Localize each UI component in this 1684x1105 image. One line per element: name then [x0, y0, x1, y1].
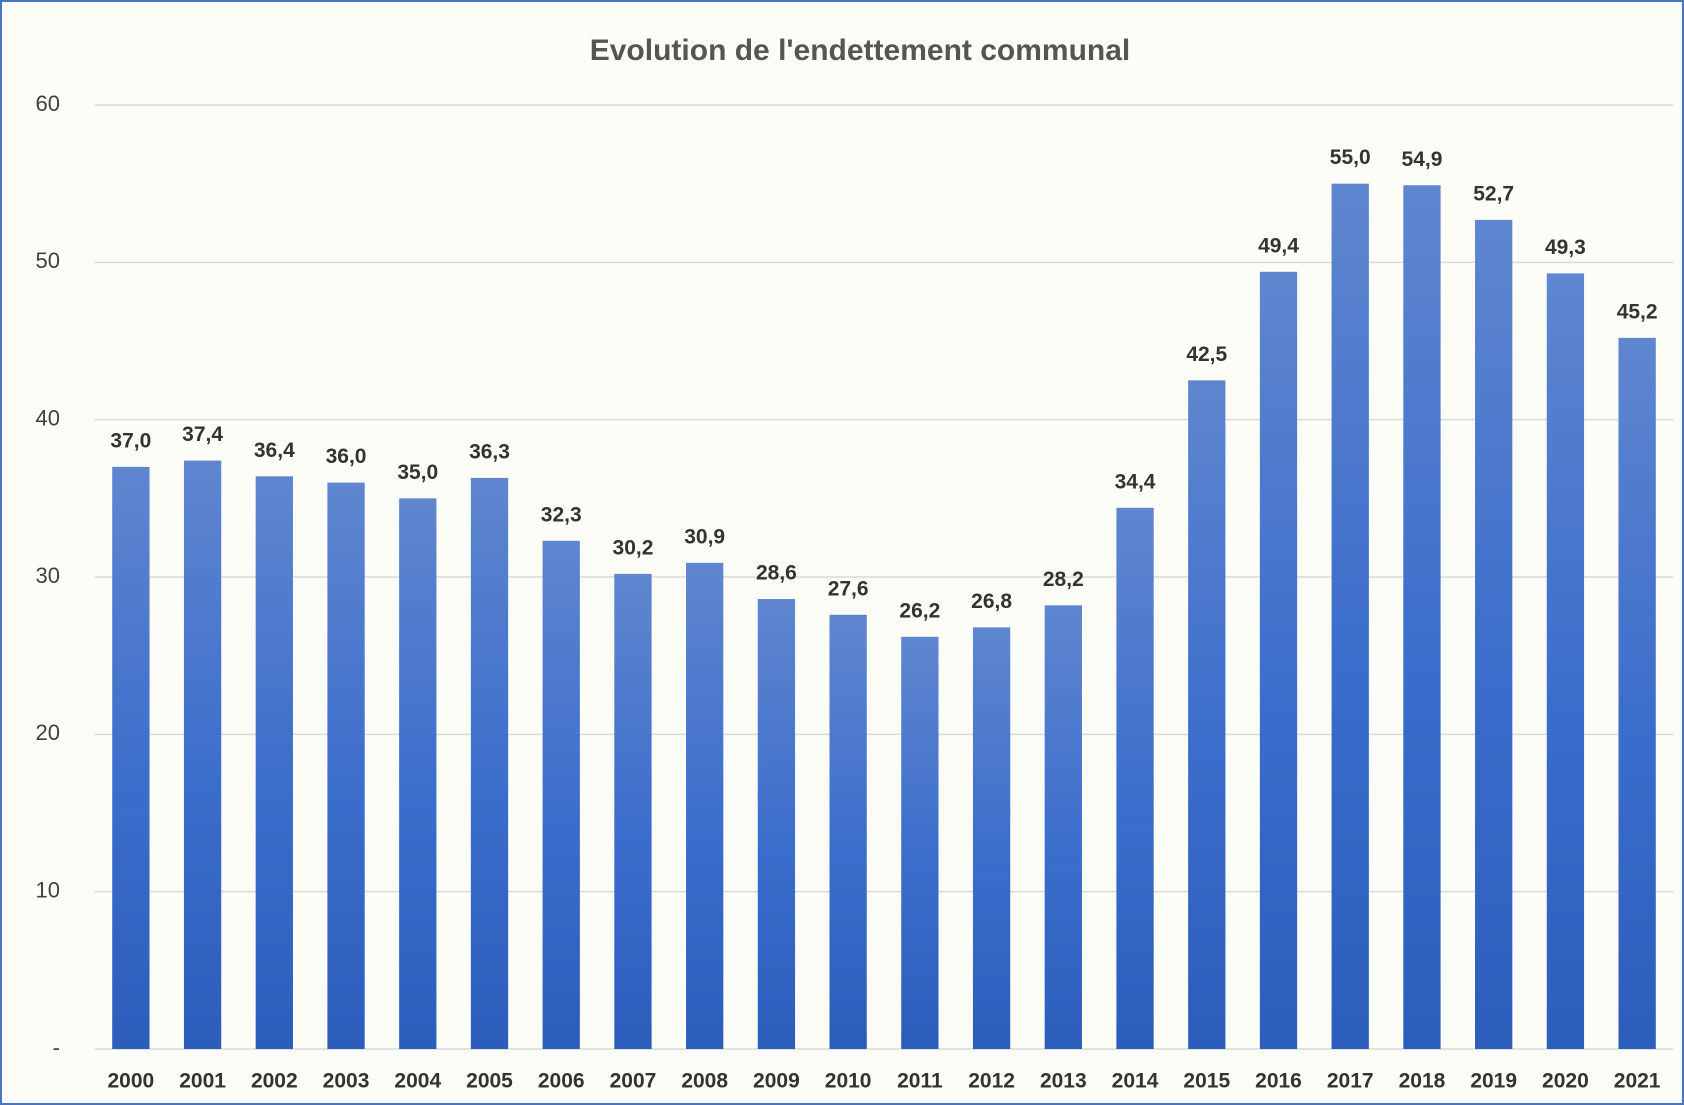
x-tick-label: 2013: [1040, 1070, 1087, 1093]
x-tick-label: 2002: [251, 1070, 298, 1093]
y-tick-label: -: [53, 1035, 60, 1060]
value-label: 36,4: [254, 439, 295, 462]
bar: [255, 476, 293, 1050]
x-tick-label: 2014: [1112, 1070, 1159, 1093]
value-label: 30,2: [613, 536, 654, 559]
value-label: 49,3: [1545, 236, 1586, 259]
bar: [183, 460, 222, 1049]
value-label: 28,2: [1043, 568, 1084, 591]
x-tick-label: 2011: [897, 1070, 943, 1093]
x-tick-label: 2019: [1470, 1070, 1517, 1093]
bar: [1475, 219, 1513, 1049]
bar: [901, 636, 939, 1049]
bar: [972, 627, 1011, 1049]
value-label: 26,2: [899, 599, 940, 622]
bar: [399, 498, 437, 1049]
bar: [1546, 273, 1585, 1049]
x-tick-label: 2012: [968, 1070, 1015, 1093]
x-tick-label: 2017: [1327, 1070, 1374, 1093]
y-tick-label: 10: [36, 877, 60, 902]
bar: [112, 466, 150, 1049]
value-label: 49,4: [1258, 234, 1299, 257]
value-label: 34,4: [1115, 470, 1156, 493]
x-tick-label: 2015: [1183, 1070, 1230, 1093]
bar: [829, 614, 867, 1049]
value-label: 54,9: [1402, 148, 1443, 171]
bar: [1403, 185, 1441, 1050]
bar: [327, 482, 365, 1050]
x-tick-label: 2016: [1255, 1070, 1302, 1093]
bar: [1044, 605, 1082, 1049]
bar: [1188, 380, 1226, 1049]
bar: [686, 562, 724, 1049]
y-tick-label: 40: [36, 405, 60, 430]
bar: [1618, 337, 1656, 1049]
value-label: 37,0: [110, 429, 151, 452]
x-tick-label: 2020: [1542, 1070, 1589, 1093]
value-label: 52,7: [1473, 182, 1514, 205]
x-tick-label: 2003: [323, 1070, 370, 1093]
value-label: 45,2: [1617, 300, 1658, 323]
x-tick-label: 2008: [681, 1070, 728, 1093]
bar: [470, 477, 509, 1049]
y-tick-label: 60: [36, 91, 60, 116]
value-label: 27,6: [828, 577, 869, 600]
bar: [1331, 183, 1369, 1049]
x-tick-label: 2004: [394, 1070, 441, 1093]
bar: [542, 540, 580, 1049]
x-tick-label: 2000: [108, 1070, 155, 1093]
value-label: 28,6: [756, 562, 797, 585]
value-label: 37,4: [182, 423, 223, 446]
x-tick-label: 2005: [466, 1070, 513, 1093]
value-label: 42,5: [1186, 343, 1227, 366]
x-tick-label: 2009: [753, 1070, 800, 1093]
bar: [757, 599, 796, 1049]
value-label: 36,3: [469, 440, 510, 463]
value-label: 36,0: [326, 445, 367, 468]
y-tick-label: 20: [36, 720, 60, 745]
x-tick-label: 2007: [610, 1070, 657, 1093]
x-tick-label: 2021: [1614, 1070, 1661, 1093]
value-label: 35,0: [397, 461, 438, 484]
value-label: 32,3: [541, 503, 582, 526]
x-tick-label: 2006: [538, 1070, 585, 1093]
bar: [1116, 507, 1154, 1050]
value-label: 30,9: [684, 525, 725, 548]
x-tick-label: 2010: [825, 1070, 872, 1093]
value-label: 26,8: [971, 590, 1012, 613]
x-tick-label: 2018: [1399, 1070, 1446, 1093]
bar: [614, 573, 652, 1049]
y-tick-label: 50: [36, 248, 60, 273]
y-tick-label: 30: [36, 563, 60, 588]
x-tick-label: 2001: [179, 1070, 226, 1093]
value-label: 55,0: [1330, 146, 1371, 169]
bar: [1259, 271, 1298, 1050]
chart-title: Evolution de l'endettement communal: [590, 34, 1131, 67]
